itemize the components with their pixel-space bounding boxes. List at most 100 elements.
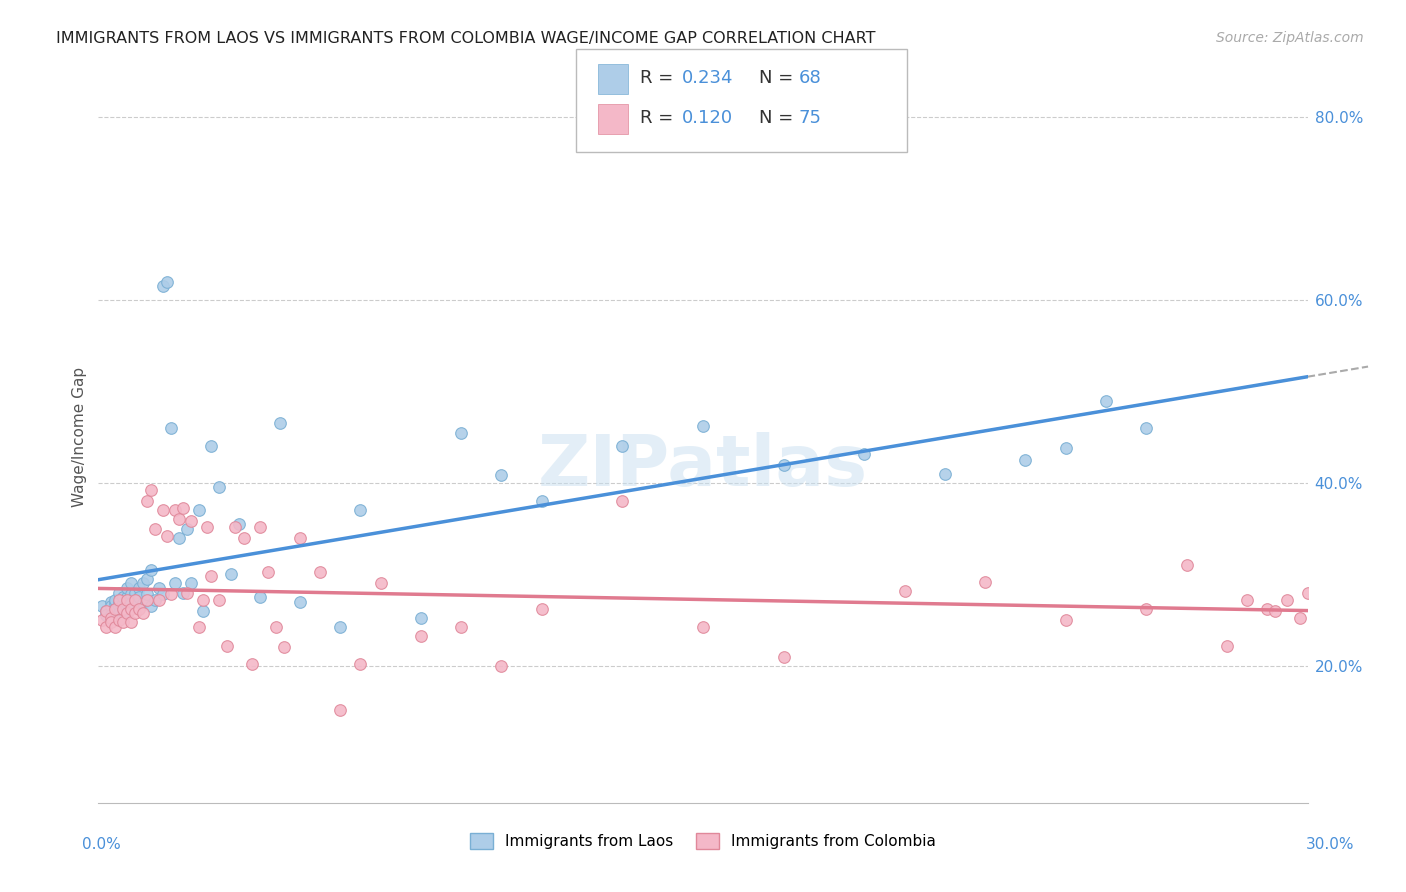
Point [103,620,125,634]
Point [167,512,190,526]
Point [100,608,122,623]
Point [107,613,129,627]
Point [103,592,125,607]
Point [111,604,134,618]
Point [772,649,794,664]
Text: 75: 75 [799,109,821,127]
Text: 68: 68 [799,69,821,87]
Point [180,576,202,591]
Point [163,576,186,591]
Point [132,606,155,620]
Point [120,597,142,611]
Point [1357,600,1379,615]
Point [160,587,183,601]
Point [115,606,138,620]
Point [1288,611,1310,625]
Point [450,620,472,634]
Point [1216,639,1239,653]
Point [612,494,634,508]
Point [256,566,278,580]
Point [111,597,134,611]
Point [124,599,146,614]
Point [107,594,129,608]
Point [152,279,174,293]
Point [107,592,129,607]
Point [853,446,876,460]
Point [143,521,166,535]
Point [491,468,513,483]
Point [132,597,155,611]
Point [111,602,134,616]
Point [329,620,352,634]
Point [139,563,162,577]
Point [1337,581,1360,595]
Point [1095,393,1118,408]
Point [103,597,125,611]
Point [115,590,138,604]
Point [264,620,287,634]
Point [1054,613,1077,627]
Point [103,602,125,616]
Point [152,587,174,601]
Point [491,658,513,673]
Point [200,439,222,453]
Point [208,592,231,607]
Point [96,608,118,623]
Point [692,419,714,434]
Point [135,587,157,601]
Point [1014,453,1036,467]
Point [240,657,263,671]
Point [195,519,218,533]
Point [124,592,146,607]
Text: N =: N = [759,109,799,127]
Point [115,592,138,607]
Point [450,425,472,440]
Point [273,640,295,655]
Point [167,531,190,545]
Point [172,585,194,599]
Point [96,604,118,618]
Point [128,581,150,595]
Point [120,576,142,591]
Point [1256,602,1278,616]
Point [409,611,432,625]
Point [208,480,231,494]
Point [1135,602,1157,616]
Point [1135,421,1157,435]
Point [156,275,179,289]
Point [228,516,250,531]
Point [103,604,125,618]
Point [530,602,553,616]
Point [100,594,122,608]
Text: R =: R = [640,109,679,127]
Point [530,494,553,508]
Point [309,566,332,580]
Point [135,494,157,508]
Point [107,599,129,614]
Point [120,602,142,616]
Point [100,599,122,614]
Point [1175,558,1198,573]
Point [934,467,956,481]
Point [91,599,114,614]
Point [139,599,162,614]
Point [124,606,146,620]
Text: R =: R = [640,69,679,87]
Point [128,602,150,616]
Point [120,587,142,601]
Point [1305,602,1327,616]
Point [115,581,138,595]
Point [135,592,157,607]
Point [249,519,271,533]
Point [163,503,186,517]
Point [1264,604,1286,618]
Point [193,592,215,607]
Point [152,503,174,517]
Point [128,590,150,604]
Point [143,592,166,607]
Point [100,615,122,629]
Point [176,585,198,599]
Point [217,639,239,653]
Point [115,597,138,611]
Point [349,657,371,671]
